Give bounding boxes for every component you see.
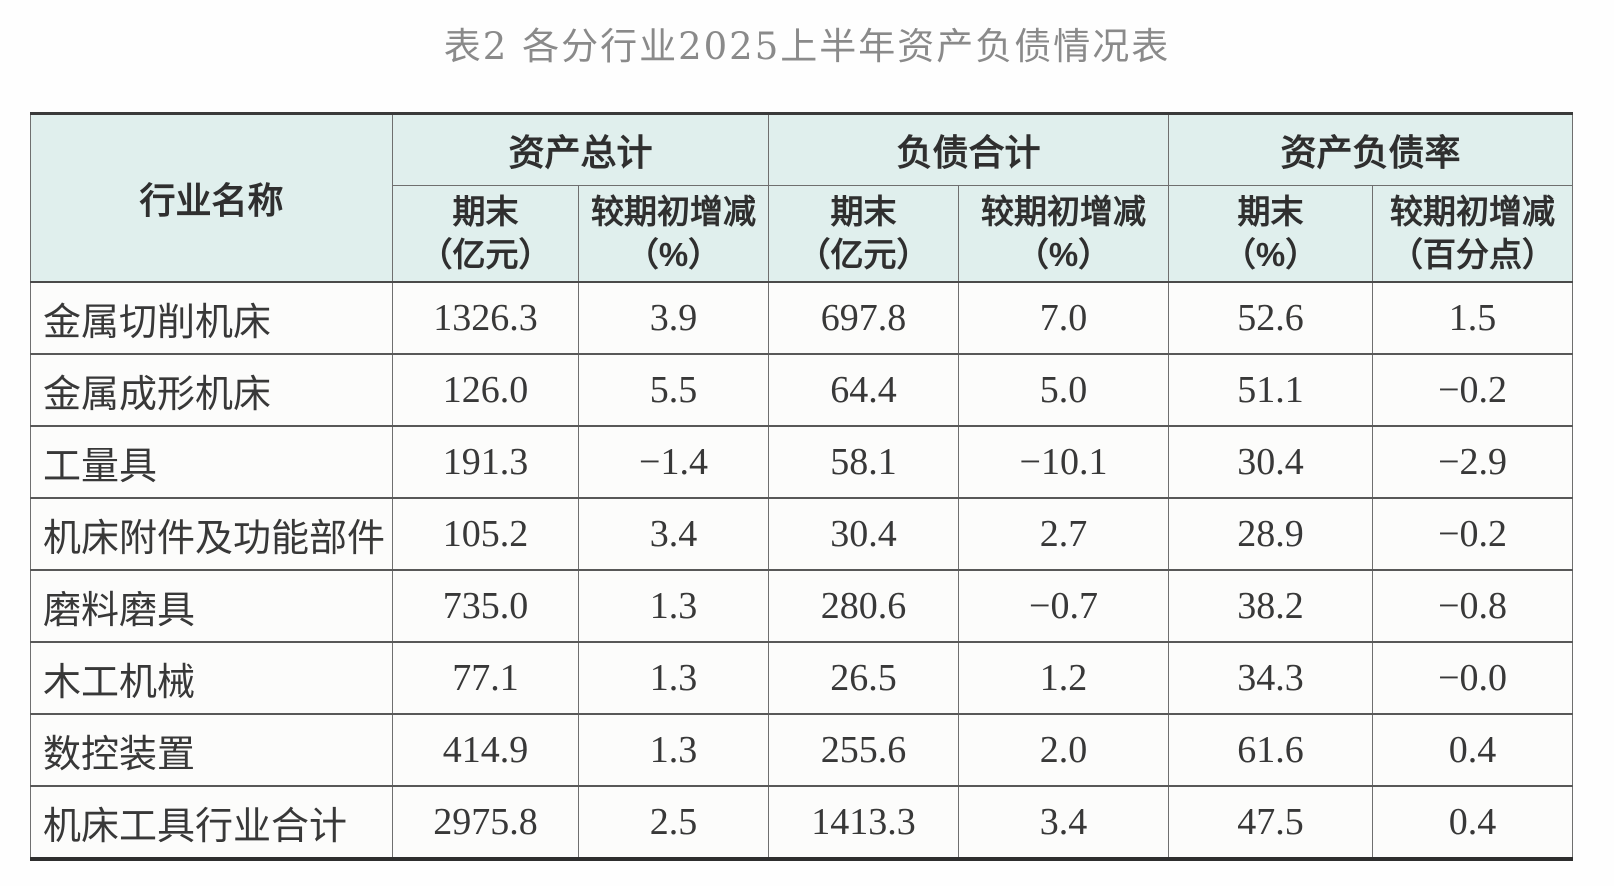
value-cell: −0.7 — [958, 569, 1170, 643]
value-cell: 735.0 — [392, 569, 579, 643]
subheader-line1: 较期初增减 — [591, 192, 756, 230]
value-cell: −0.2 — [1372, 497, 1574, 571]
group-header-total-assets: 资产总计 — [391, 113, 770, 186]
value-cell: 0.4 — [1372, 785, 1574, 860]
value-cell: −0.0 — [1372, 641, 1574, 715]
value-cell: 0.4 — [1372, 713, 1574, 787]
industry-name-cell: 金属成形机床 — [30, 353, 393, 427]
subheader-liabilities-change: 较期初增减 （%） — [958, 185, 1170, 283]
table-row: 木工机械 77.1 1.3 26.5 1.2 34.3 −0.0 — [30, 641, 1574, 715]
value-cell: 280.6 — [768, 569, 960, 643]
subheader-line1: 期末 — [1237, 192, 1304, 230]
value-cell: 3.4 — [958, 785, 1170, 860]
subheader-ratio-period-end: 期末 （%） — [1168, 185, 1374, 283]
table-row: 磨料磨具 735.0 1.3 280.6 −0.7 38.2 −0.8 — [30, 569, 1574, 643]
value-cell: 2.0 — [958, 713, 1170, 787]
header-group-row: 行业名称 资产总计 负债合计 资产负债率 — [30, 113, 1574, 283]
value-cell: 7.0 — [958, 281, 1170, 355]
group-header-asset-liability-ratio: 资产负债率 — [1168, 113, 1574, 186]
value-cell: 28.9 — [1168, 497, 1374, 571]
subheader-line2: （%） — [625, 235, 722, 273]
group-header-total-liabilities: 负债合计 — [768, 113, 1170, 186]
subheader-line2: （亿元） — [419, 235, 552, 273]
table-row: 机床附件及功能部件 105.2 3.4 30.4 2.7 28.9 −0.2 — [30, 497, 1574, 571]
value-cell: 5.5 — [577, 353, 770, 427]
subheader-liabilities-period-end: 期末 （亿元） — [768, 185, 960, 283]
value-cell: 1326.3 — [392, 281, 579, 355]
subheader-assets-period-end: 期末 （亿元） — [392, 185, 579, 283]
table-row: 金属成形机床 126.0 5.5 64.4 5.0 51.1 −0.2 — [30, 353, 1574, 427]
value-cell: 30.4 — [768, 497, 960, 571]
table-header: 行业名称 资产总计 负债合计 资产负债率 期末 （亿元） 较期初增减 （%） 期… — [30, 113, 1574, 283]
value-cell: 77.1 — [392, 641, 579, 715]
industry-name-cell: 数控装置 — [30, 713, 393, 787]
value-cell: 1.2 — [958, 641, 1170, 715]
value-cell: 414.9 — [392, 713, 579, 787]
value-cell: 2975.8 — [392, 785, 579, 860]
subheader-line1: 较期初增减 — [1390, 192, 1556, 230]
value-cell: 30.4 — [1168, 425, 1374, 499]
value-cell: 1.3 — [577, 713, 770, 787]
value-cell: 1413.3 — [768, 785, 960, 860]
value-cell: 126.0 — [392, 353, 579, 427]
value-cell: 2.7 — [958, 497, 1170, 571]
value-cell: 38.2 — [1168, 569, 1374, 643]
value-cell: 34.3 — [1168, 641, 1374, 715]
subheader-line2: （亿元） — [797, 235, 930, 273]
value-cell: 1.3 — [577, 569, 770, 643]
table-row: 数控装置 414.9 1.3 255.6 2.0 61.6 0.4 — [30, 713, 1574, 787]
value-cell: 697.8 — [768, 281, 960, 355]
corner-header-industry-name: 行业名称 — [30, 113, 393, 283]
industry-name-cell: 机床附件及功能部件 — [30, 497, 393, 571]
subheader-line2: （%） — [1222, 235, 1319, 273]
value-cell: 1.5 — [1372, 281, 1574, 355]
value-cell: 1.3 — [577, 641, 770, 715]
table-row: 工量具 191.3 −1.4 58.1 −10.1 30.4 −2.9 — [30, 425, 1574, 499]
value-cell: −10.1 — [958, 425, 1170, 499]
industry-name-cell: 磨料磨具 — [30, 569, 393, 643]
table-body: 金属切削机床 1326.3 3.9 697.8 7.0 52.6 1.5 金属成… — [30, 281, 1574, 860]
subheader-line1: 较期初增减 — [981, 192, 1147, 230]
value-cell: −1.4 — [577, 425, 770, 499]
value-cell: 26.5 — [768, 641, 960, 715]
industry-name-cell: 工量具 — [30, 425, 393, 499]
industry-name-cell: 木工机械 — [30, 641, 393, 715]
table-caption: 表2 各分行业2025上半年资产负债情况表 — [443, 25, 1171, 68]
value-cell: 191.3 — [392, 425, 579, 499]
industry-name-cell: 金属切削机床 — [30, 281, 393, 355]
value-cell: −0.8 — [1372, 569, 1574, 643]
table-row-total: 机床工具行业合计 2975.8 2.5 1413.3 3.4 47.5 0.4 — [30, 785, 1574, 860]
header-sub-row: 期末 （亿元） 较期初增减 （%） 期末 （亿元） 较期初增减 （%） 期末 （… — [31, 185, 1574, 283]
industry-name-cell: 机床工具行业合计 — [30, 785, 393, 860]
value-cell: 255.6 — [768, 713, 960, 787]
value-cell: 5.0 — [958, 353, 1170, 427]
subheader-line2: （百分点） — [1390, 235, 1556, 273]
value-cell: 47.5 — [1168, 785, 1374, 860]
value-cell: 61.6 — [1168, 713, 1374, 787]
subheader-assets-change: 较期初增减 （%） — [577, 185, 770, 283]
value-cell: 52.6 — [1168, 281, 1374, 355]
industry-asset-liability-table: 行业名称 资产总计 负债合计 资产负债率 期末 （亿元） 较期初增减 （%） 期… — [30, 112, 1574, 861]
value-cell: −2.9 — [1372, 425, 1574, 499]
value-cell: 3.4 — [577, 497, 770, 571]
value-cell: 64.4 — [768, 353, 960, 427]
subheader-line1: 期末 — [830, 192, 897, 230]
table-row: 金属切削机床 1326.3 3.9 697.8 7.0 52.6 1.5 — [30, 281, 1574, 355]
value-cell: −0.2 — [1372, 353, 1574, 427]
value-cell: 2.5 — [577, 785, 770, 860]
subheader-line1: 期末 — [452, 192, 519, 230]
subheader-ratio-change: 较期初增减 （百分点） — [1372, 185, 1574, 283]
subheader-line2: （%） — [1015, 235, 1112, 273]
value-cell: 58.1 — [768, 425, 960, 499]
value-cell: 3.9 — [577, 281, 770, 355]
value-cell: 51.1 — [1168, 353, 1374, 427]
value-cell: 105.2 — [392, 497, 579, 571]
